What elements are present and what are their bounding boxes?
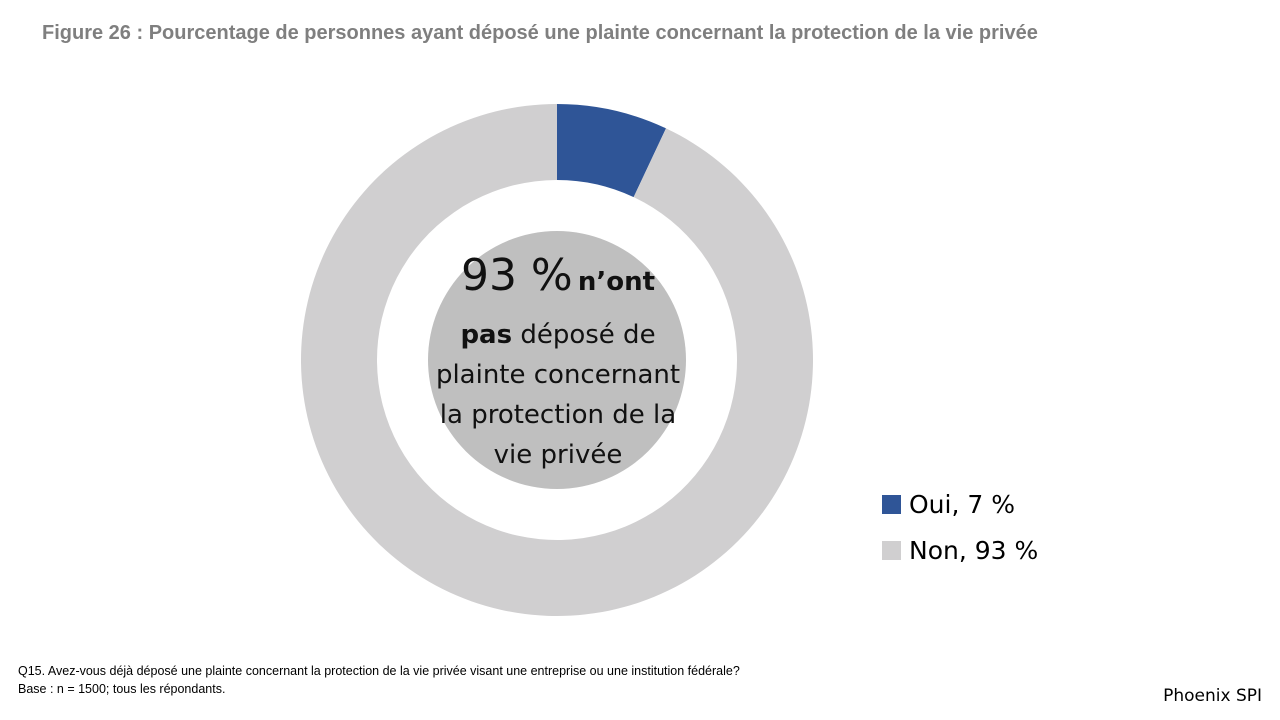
- center-annotation-line2-rest: déposé de: [512, 320, 656, 350]
- legend-swatch-oui: [882, 494, 901, 514]
- center-annotation-bold-pas: pas: [460, 320, 513, 350]
- center-annotation-line5: vie privée: [493, 440, 623, 470]
- footnote-base: Base : n = 1500; tous les répondants.: [18, 682, 226, 696]
- center-annotation-line3: plainte concernant: [435, 360, 681, 390]
- legend-swatch-non: [882, 540, 901, 560]
- chart-title: Figure 26 : Pourcentage de personnes aya…: [42, 22, 1038, 44]
- donut-slices: [301, 104, 813, 616]
- donut-slice-oui: [557, 104, 666, 198]
- footnote-question: Q15. Avez-vous déjà déposé une plainte c…: [18, 664, 740, 678]
- source-label: Phoenix SPI: [1163, 686, 1262, 706]
- legend-item-oui: Oui, 7 %: [882, 488, 1038, 520]
- center-annotation-value: 93 %: [460, 250, 573, 301]
- legend-label-oui: Oui, 7 %: [909, 489, 1015, 519]
- center-annotation-line4: la protection de la: [439, 400, 677, 430]
- center-annotation-line2: pas déposé de: [430, 315, 686, 355]
- legend-label-non: Non, 93 %: [909, 535, 1039, 565]
- chart-legend: Oui, 7 % Non, 93 %: [882, 488, 1038, 580]
- center-annotation-line1: 93 % n’ont: [430, 246, 686, 315]
- center-annotation: 93 % n’ont pas déposé de plainte concern…: [430, 246, 686, 475]
- footnote: Q15. Avez-vous déjà déposé une plainte c…: [18, 662, 740, 698]
- legend-item-non: Non, 93 %: [882, 534, 1038, 566]
- center-disc: [428, 231, 686, 489]
- donut-slice-non: [301, 104, 813, 616]
- center-annotation-bold: n’ont: [577, 267, 656, 297]
